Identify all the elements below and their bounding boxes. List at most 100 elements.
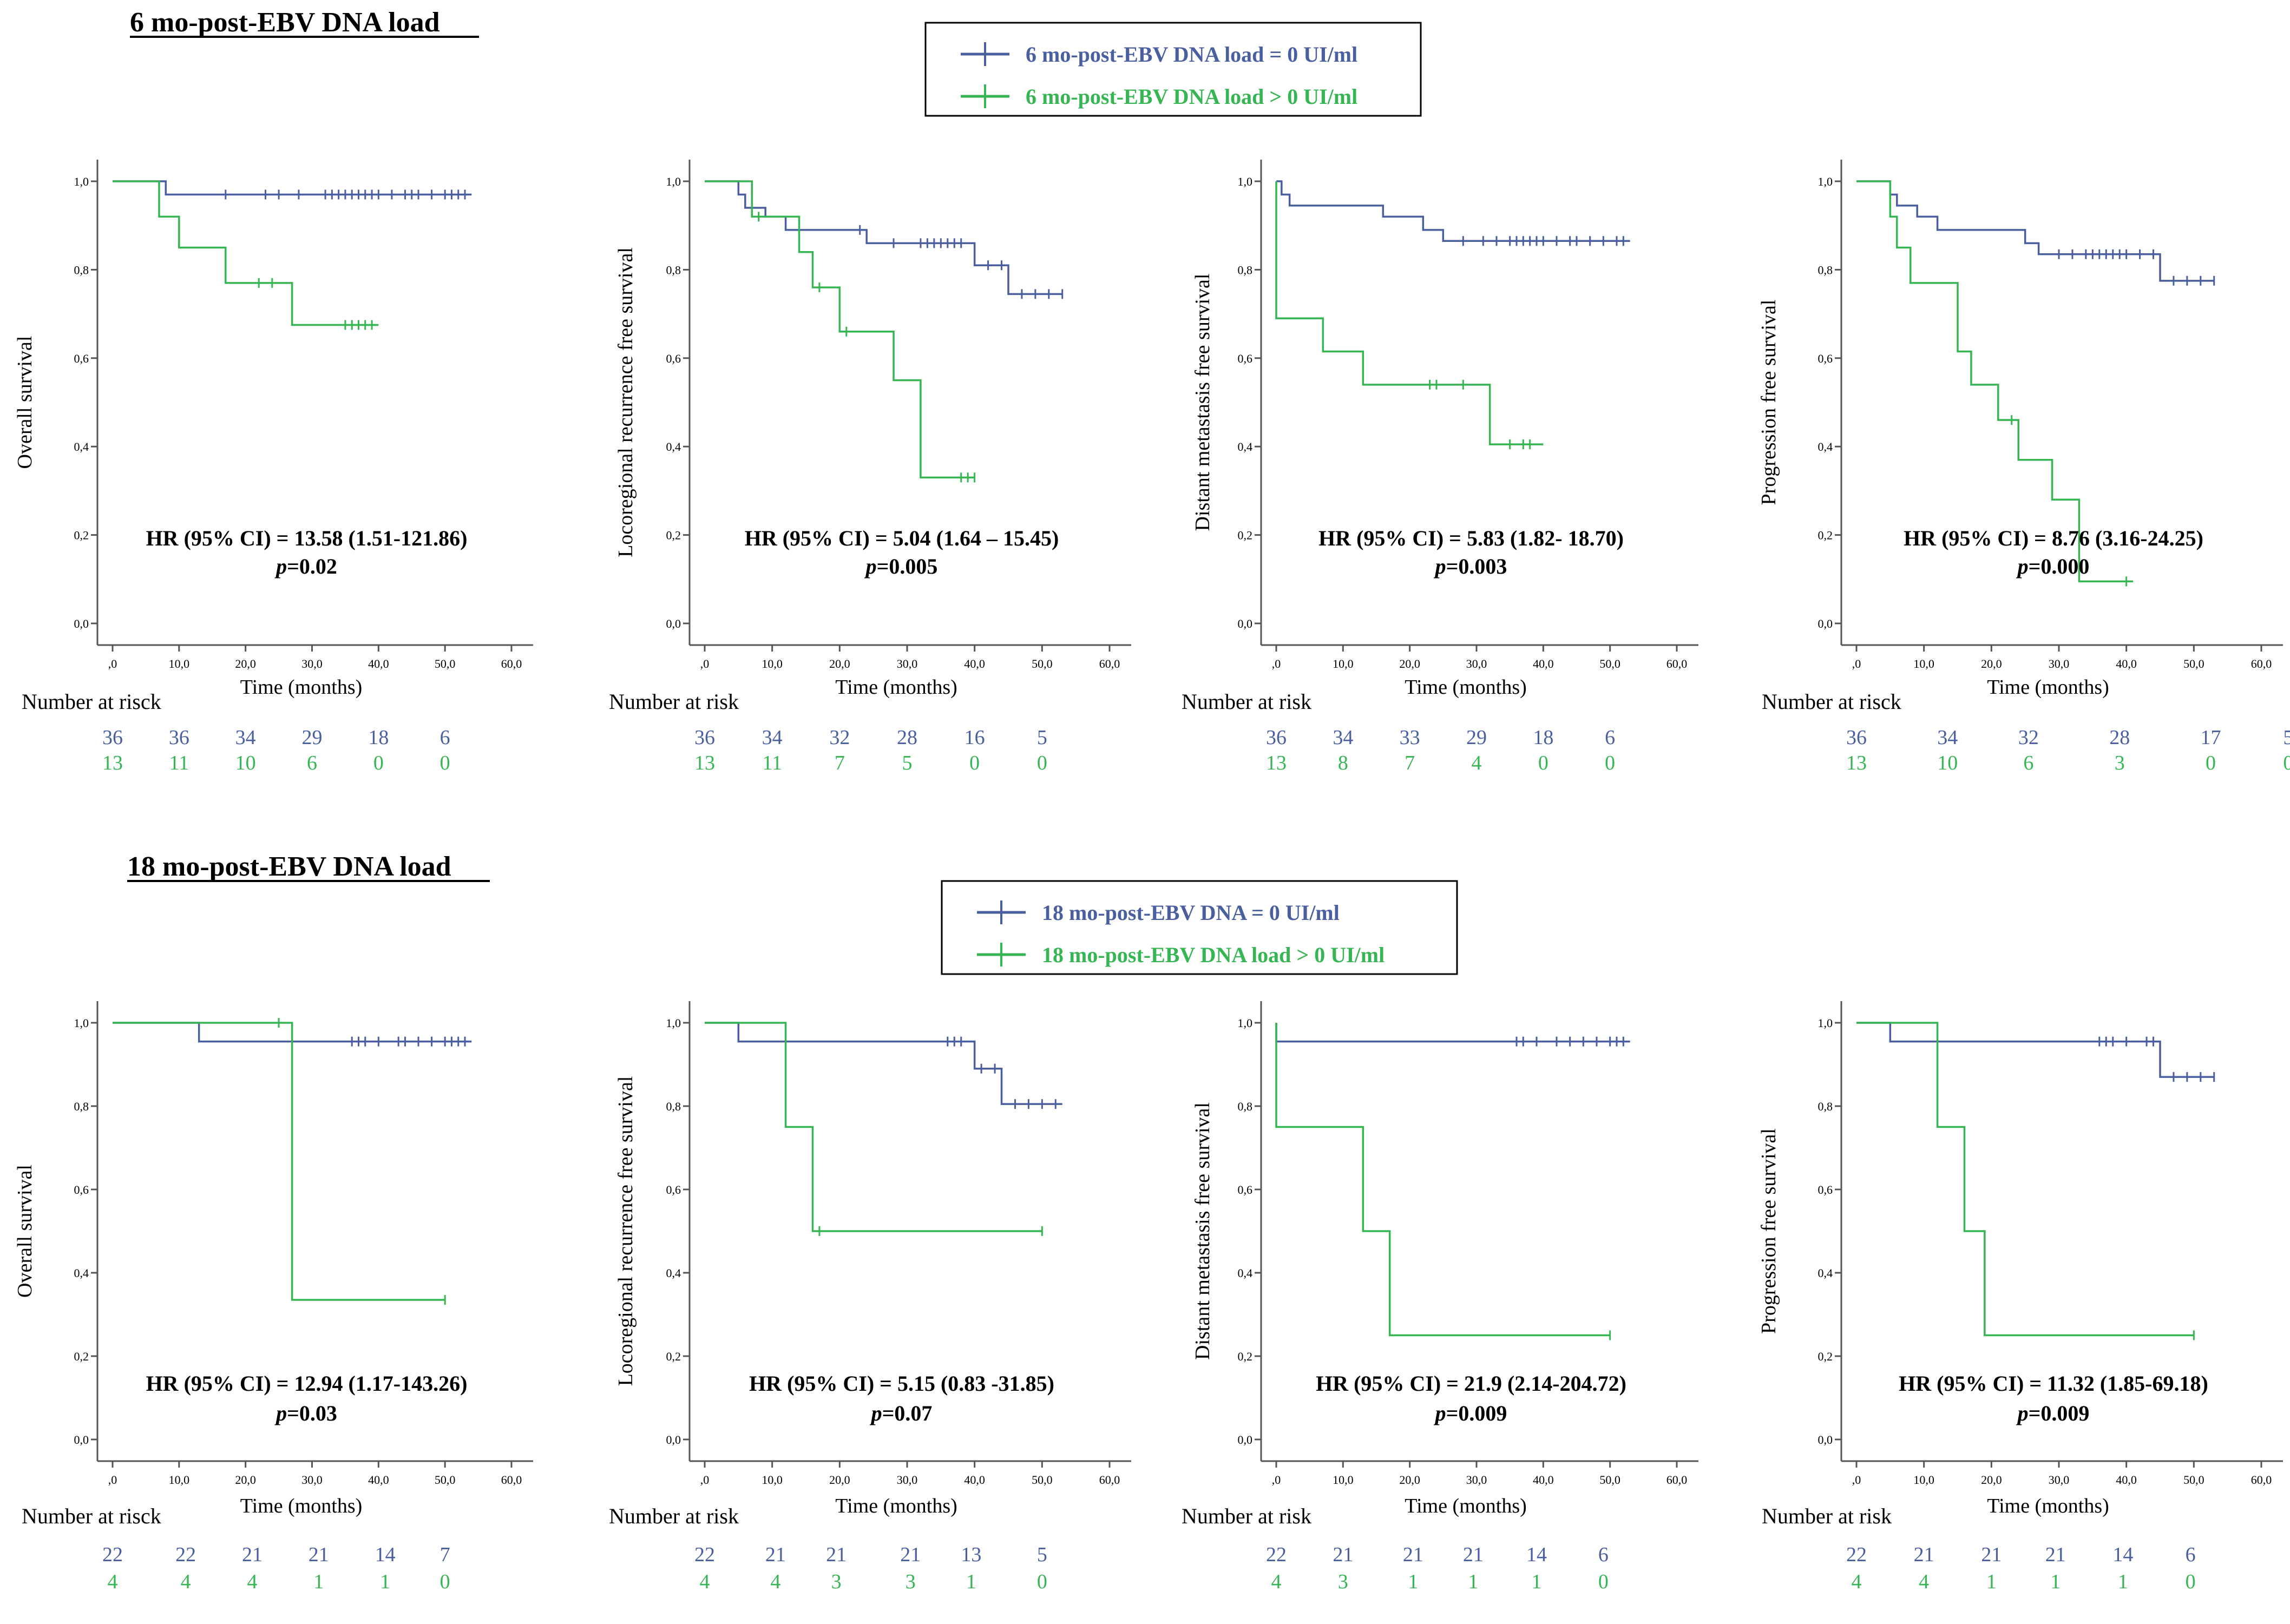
legend: 6 mo-post-EBV DNA load = 0 UI/ml 6 mo-pos…	[924, 22, 1422, 117]
y-axis-label: Locoregional recurrence free survival	[614, 247, 637, 557]
x-axis-label: Time (months)	[835, 1495, 957, 1517]
risk-count: 34	[1937, 726, 1958, 749]
x-tick-label: 10,0	[1913, 657, 1934, 670]
risk-count: 4	[1472, 752, 1482, 774]
x-tick-label: 40,0	[2116, 657, 2137, 670]
risk-count: 0	[1037, 1570, 1047, 1593]
y-tick-label: 0,4	[74, 440, 89, 453]
legend-label: 18 mo-post-EBV DNA load > 0 UI/ml	[1042, 943, 1385, 967]
y-tick-label: 0,6	[666, 1183, 681, 1196]
y-tick-label: 0,6	[74, 352, 89, 365]
risk-count: 0	[1037, 752, 1047, 774]
x-tick-label: 40,0	[1533, 657, 1554, 670]
risk-count: 21	[1403, 1543, 1423, 1566]
risk-count: 1	[1468, 1570, 1478, 1593]
risk-count: 6	[1605, 726, 1615, 749]
x-axis-label: Time (months)	[240, 1495, 363, 1517]
x-tick-label: 30,0	[897, 657, 918, 670]
risk-count: 36	[102, 726, 123, 749]
x-tick-label: 10,0	[762, 1473, 783, 1487]
row-title: 18 mo-post-EBV DNA load	[127, 851, 451, 882]
survival-curve-series-2	[1856, 180, 2134, 583]
x-tick-label: 60,0	[2251, 657, 2272, 670]
risk-count: 0	[1605, 752, 1615, 774]
x-tick-label: ,0	[108, 1473, 117, 1487]
y-tick-label: 0,4	[1818, 1266, 1833, 1280]
risk-count: 13	[1266, 752, 1287, 774]
p-value: =0.07	[882, 1401, 933, 1425]
x-tick-label: 60,0	[1666, 1473, 1688, 1487]
y-tick-label: 0,2	[74, 529, 89, 542]
y-tick-label: 0,6	[1238, 1183, 1253, 1196]
x-tick-label: 30,0	[2049, 657, 2070, 670]
risk-count: 1	[313, 1570, 324, 1593]
risk-count: 1	[2118, 1570, 2128, 1593]
risk-count: 0	[1538, 752, 1548, 774]
risk-count: 36	[1846, 726, 1867, 749]
risk-count: 4	[1919, 1570, 1929, 1593]
risk-count: 3	[2115, 752, 2125, 774]
x-tick-label: 30,0	[301, 657, 323, 670]
x-tick-label: 20,0	[1399, 1473, 1420, 1487]
y-tick-label: 0,2	[1238, 529, 1253, 542]
x-tick-label: 20,0	[1981, 1473, 2002, 1487]
legend-box	[941, 880, 1458, 975]
x-tick-label: ,0	[108, 657, 117, 670]
hazard-ratio-label: HR (95% CI) = 8.76 (3.16-24.25)	[1904, 526, 2203, 550]
y-tick-label: 0,2	[666, 1350, 681, 1363]
x-tick-label: 50,0	[2183, 657, 2204, 670]
p-value: =0.003	[1446, 554, 1507, 578]
y-tick-label: 0,2	[1818, 529, 1833, 542]
x-tick-label: 50,0	[1032, 1473, 1053, 1487]
risk-count: 0	[2283, 752, 2290, 774]
p-value: =0.02	[287, 554, 337, 578]
x-axis-label: Time (months)	[835, 676, 957, 699]
risk-count: 22	[175, 1543, 196, 1566]
y-tick-label: 0,0	[1818, 617, 1833, 630]
y-tick-label: 0,8	[74, 1100, 89, 1113]
risk-count: 36	[1266, 726, 1287, 749]
risk-count: 4	[1271, 1570, 1282, 1593]
x-axis-label: Time (months)	[1987, 676, 2109, 699]
p-value: =0.009	[1446, 1401, 1507, 1425]
risk-count: 18	[1533, 726, 1553, 749]
risk-table-title: Number at risk	[1182, 689, 1311, 714]
p-value: =0.009	[2029, 1401, 2090, 1425]
y-axis-label: Progression free survival	[1757, 300, 1780, 505]
survival-curve-series-1	[705, 180, 1062, 295]
risk-table-title: Number at risck	[1762, 689, 1901, 714]
x-tick-label: 50,0	[2183, 1473, 2204, 1487]
risk-table-title: Number at risk	[1182, 1504, 1311, 1528]
risk-count: 13	[102, 752, 123, 774]
x-tick-label: 30,0	[1466, 657, 1487, 670]
x-tick-label: 10,0	[1333, 657, 1354, 670]
p-value-label: p=0.07	[870, 1401, 933, 1425]
p-symbol: p	[2016, 554, 2029, 578]
x-tick-label: 10,0	[169, 1473, 190, 1487]
p-value-label: p=0.03	[274, 1401, 337, 1425]
risk-count: 21	[1463, 1543, 1484, 1566]
y-tick-label: 1,0	[74, 1016, 89, 1030]
risk-count: 34	[1333, 726, 1353, 749]
y-tick-label: 0,2	[74, 1350, 89, 1363]
p-symbol: p	[1434, 1401, 1446, 1425]
y-tick-label: 1,0	[1238, 175, 1253, 188]
x-tick-label: 40,0	[2116, 1473, 2137, 1487]
risk-count: 22	[102, 1543, 123, 1566]
risk-count: 29	[302, 726, 323, 749]
x-tick-label: 50,0	[1599, 1473, 1620, 1487]
y-tick-label: 0,4	[1818, 440, 1833, 453]
survival-curve-series-1	[1276, 180, 1630, 242]
risk-count: 1	[966, 1570, 976, 1593]
y-tick-label: 0,2	[1238, 1350, 1253, 1363]
risk-count: 21	[900, 1543, 921, 1566]
risk-count: 21	[1333, 1543, 1353, 1566]
km-panel: 0,0 0,2 0,4 0,6 0,8 1,0 ,0 10,0 20,0 30,0 40,0 50,0…	[609, 160, 1131, 774]
hazard-ratio-label: HR (95% CI) = 12.94 (1.17-143.26)	[146, 1371, 468, 1396]
risk-count: 13	[694, 752, 715, 774]
p-symbol: p	[274, 1401, 287, 1425]
x-tick-label: 50,0	[1032, 657, 1053, 670]
y-tick-label: 0,2	[1818, 1350, 1833, 1363]
p-symbol: p	[864, 554, 877, 578]
